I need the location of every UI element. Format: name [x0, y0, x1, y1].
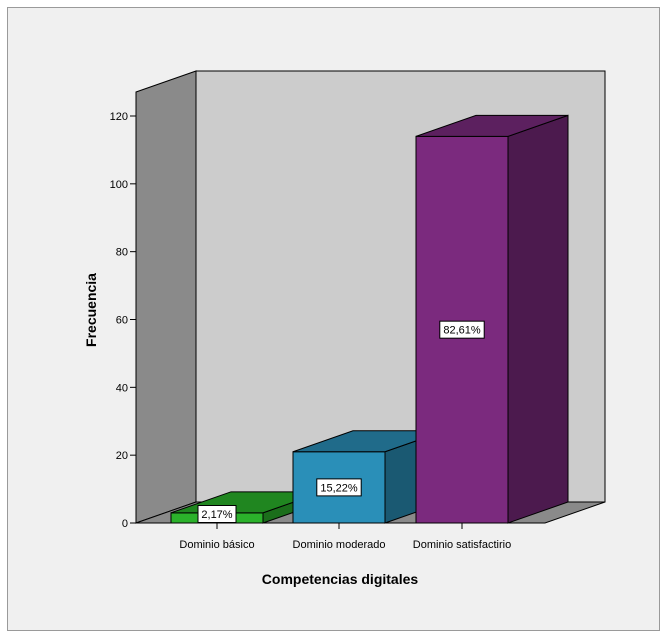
y-tick-label: 100: [110, 179, 128, 191]
bar-top: [415, 114, 569, 137]
x-axis-title: Competencias digitales: [262, 571, 419, 587]
y-tick-label: 80: [116, 247, 128, 259]
bars: 2,17% 15,22% 82,61%: [170, 114, 569, 524]
left-wall: [135, 70, 197, 524]
data-label: 82,61%: [443, 325, 481, 337]
y-tick-label: 40: [116, 382, 128, 394]
bar-3: 82,61%: [415, 114, 569, 524]
bar-side: [507, 114, 569, 524]
y-tick-label: 20: [116, 450, 128, 462]
y-axis-title: Frecuencia: [83, 273, 99, 347]
y-tick-label: 0: [122, 518, 128, 530]
data-label-box: [316, 478, 362, 497]
x-tick-label: Dominio básico: [179, 539, 254, 551]
x-tick-label: Dominio satisfactirio: [413, 539, 511, 551]
x-axis: Dominio básico Dominio moderado Dominio sa…: [136, 522, 545, 551]
data-label: 15,22%: [320, 482, 358, 494]
data-label-box: [439, 320, 485, 339]
bar-1: 2,17%: [170, 491, 324, 524]
y-axis: 0 20 40 60 80 100 120: [110, 92, 137, 530]
y-tick-label: 120: [110, 111, 128, 123]
x-tick-label: Dominio moderado: [293, 539, 386, 551]
data-label: 2,17%: [201, 509, 232, 521]
y-tick-label: 60: [116, 315, 128, 327]
